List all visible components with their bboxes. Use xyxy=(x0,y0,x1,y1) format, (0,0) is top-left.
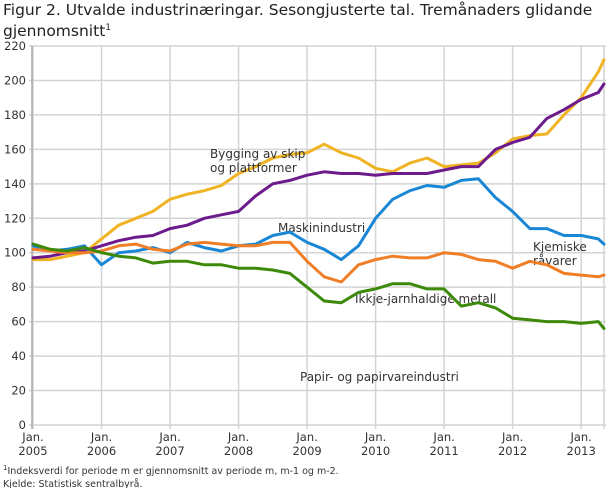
chart-title: Figur 2. Utvalde industrinæringar. Seson… xyxy=(3,1,607,40)
y-tick-label: 180 xyxy=(4,108,26,122)
footnote-text: Indeksverdi for periode m er gjennomsnit… xyxy=(7,466,339,478)
y-tick-label: 120 xyxy=(4,211,26,225)
x-tick-label: 2008 xyxy=(224,444,253,458)
x-tick-label: 2011 xyxy=(429,444,458,458)
x-tick-label: Jan. xyxy=(90,430,112,444)
x-tick-label: 2005 xyxy=(18,444,47,458)
x-tick-label: Jan. xyxy=(295,430,317,444)
x-tick-label: 2006 xyxy=(87,444,116,458)
footnote-mark: 1 xyxy=(3,464,8,472)
title-text: Figur 2. Utvalde industrinæringar. Seson… xyxy=(3,1,593,41)
series-line-3 xyxy=(31,240,606,284)
y-tick-label: 220 xyxy=(4,39,26,53)
series-label: Maskinindustri xyxy=(278,221,365,235)
y-tick-label: 60 xyxy=(11,315,26,329)
x-tick-label: Jan. xyxy=(158,430,180,444)
x-tick-label: 2007 xyxy=(155,444,184,458)
series-label: Ikkje-jarnhaldige metall xyxy=(355,292,496,306)
title-footnote-mark: 1 xyxy=(105,23,112,33)
x-tick-label: 2010 xyxy=(361,444,390,458)
y-tick-label: 0 xyxy=(19,418,26,432)
y-tick-label: 40 xyxy=(11,349,26,363)
series-line-0 xyxy=(31,58,606,262)
y-tick-label: 100 xyxy=(4,246,26,260)
series-label: og plattformer xyxy=(210,161,297,175)
series-line-4 xyxy=(31,242,606,330)
x-tick-label: 2013 xyxy=(567,444,596,458)
x-tick-label: Jan. xyxy=(21,430,43,444)
series-label: Bygging av skip xyxy=(210,147,305,161)
footnote: 1Indeksverdi for periode m er gjennomsni… xyxy=(3,462,339,479)
y-tick-label: 20 xyxy=(11,384,26,398)
x-tick-label: Jan. xyxy=(364,430,386,444)
x-tick-label: Jan. xyxy=(569,430,591,444)
x-tick-label: Jan. xyxy=(501,430,523,444)
chart-footer: 1Indeksverdi for periode m er gjennomsni… xyxy=(3,462,339,488)
series-line-1 xyxy=(31,82,606,260)
x-tick-label: 2009 xyxy=(292,444,321,458)
y-tick-label: 160 xyxy=(4,142,26,156)
series-label: Papir- og papirvareindustri xyxy=(300,370,459,384)
series-label: råvarer xyxy=(533,254,577,268)
source-note: Kjelde: Statistisk sentralbyrå. xyxy=(3,478,143,488)
x-tick-label: 2012 xyxy=(498,444,527,458)
x-tick-label: Jan. xyxy=(227,430,249,444)
x-tick-label: Jan. xyxy=(432,430,454,444)
y-tick-label: 80 xyxy=(11,280,26,294)
y-tick-label: 140 xyxy=(4,177,26,191)
series-line-2 xyxy=(31,177,606,267)
series-label: Kjemiske xyxy=(533,240,587,254)
y-tick-label: 200 xyxy=(4,73,26,87)
